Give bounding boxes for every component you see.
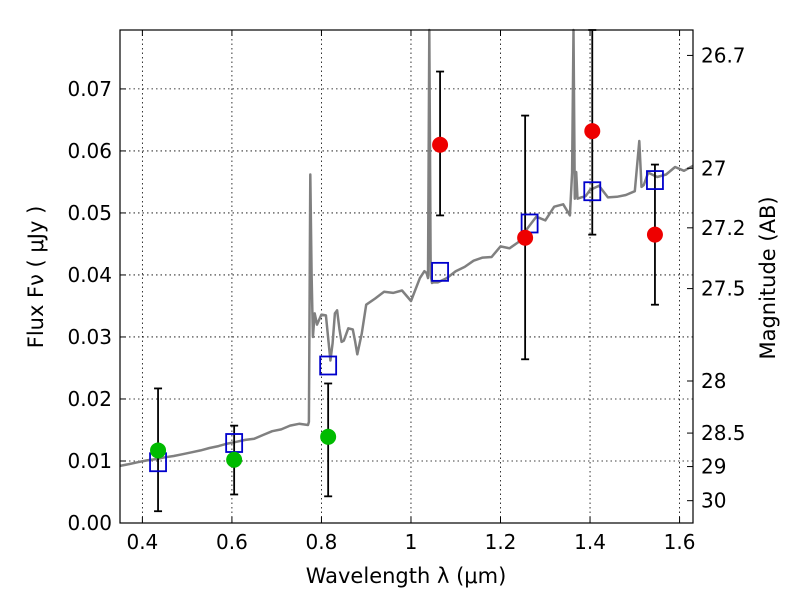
markers	[149, 123, 664, 473]
y2-axis-title: Magnitude (AB)	[756, 196, 780, 359]
x-tick-label: 0.8	[306, 530, 338, 554]
plot-frame	[119, 29, 694, 524]
x-tick-label: 1	[405, 530, 418, 554]
upper-point	[584, 123, 601, 140]
y-axis-title: Flux Fν ( μJy )	[24, 206, 48, 349]
upper-point	[432, 136, 449, 153]
x-tick-label: 0.4	[126, 530, 158, 554]
y-tick-label: 0.05	[67, 201, 112, 225]
x-tick-label: 1.6	[664, 530, 696, 554]
model-square-marker	[583, 181, 602, 202]
grid	[120, 30, 693, 524]
y2-tick-label: 28.5	[701, 421, 746, 445]
y-tick-label: 0.06	[67, 139, 112, 163]
y2-tick-label: 29	[701, 455, 726, 479]
detection-point	[226, 451, 243, 468]
upper-point	[517, 229, 534, 246]
y2-tick-label: 27.5	[701, 277, 746, 301]
spectrum-layer	[119, 28, 694, 468]
ticks: 0.4 0.6 0.8 1 1.2 1.4 1.6 0.00 0.01 0.02 0.03 0.04 0…	[67, 30, 746, 554]
x-tick-label: 1.4	[574, 530, 606, 554]
y2-tick-label: 30	[701, 489, 726, 513]
model-square-marker	[431, 261, 449, 282]
y2-tick-label: 27	[701, 156, 726, 180]
model-square-marker	[319, 355, 338, 376]
x-tick-label: 1.2	[485, 530, 517, 554]
y-tick-label: 0.07	[67, 77, 112, 101]
upper-point	[646, 226, 663, 243]
x-tick-label: 0.6	[216, 530, 248, 554]
y-tick-label: 0.01	[67, 449, 112, 473]
y-tick-label: 0.02	[67, 387, 112, 411]
spectrum-line	[119, 28, 694, 468]
y2-tick-label: 27.2	[701, 216, 746, 240]
y2-tick-label: 28	[701, 369, 726, 393]
y-tick-label: 0.00	[67, 511, 112, 535]
y2-tick-label: 26.7	[701, 43, 746, 67]
detection-point	[320, 428, 337, 445]
detection-point	[150, 442, 167, 459]
model-square-marker	[646, 170, 664, 190]
y-tick-label: 0.03	[67, 325, 112, 349]
y-tick-label: 0.04	[67, 263, 112, 287]
x-axis-title: Wavelength λ (μm)	[306, 564, 507, 588]
